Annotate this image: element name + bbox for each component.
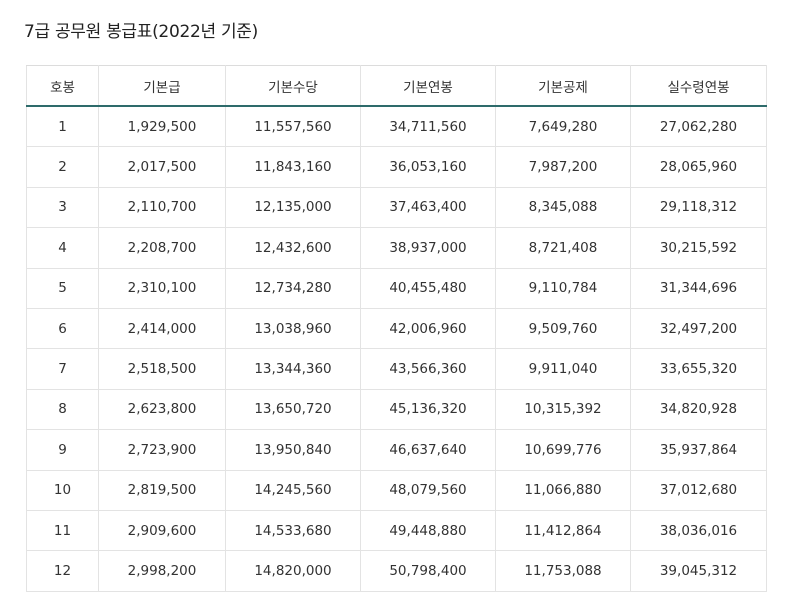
cell-base-pay: 2,310,100 (98, 267, 226, 309)
cell-base-allowance: 12,734,280 (225, 267, 361, 309)
cell-base-deduction: 11,066,880 (495, 469, 631, 511)
cell-step: 1 (26, 105, 99, 148)
cell-net-annual-salary: 28,065,960 (630, 146, 767, 188)
cell-net-annual-salary: 35,937,864 (630, 429, 767, 471)
cell-base-pay: 2,414,000 (98, 307, 226, 350)
cell-step: 6 (26, 307, 99, 350)
table-row: 8 2,623,800 13,650,720 45,136,320 10,315,392… (26, 388, 767, 431)
cell-net-annual-salary: 29,118,312 (630, 186, 767, 229)
table-row: 1 1,929,500 11,557,560 34,711,560 7,649,280 2… (26, 105, 767, 148)
cell-base-annual-salary: 40,455,480 (360, 267, 496, 309)
cell-base-deduction: 8,345,088 (495, 186, 631, 229)
table-row: 11 2,909,600 14,533,680 49,448,880 11,412,86… (26, 509, 767, 552)
cell-base-deduction: 8,721,408 (495, 227, 631, 269)
cell-base-deduction: 11,753,088 (495, 550, 631, 592)
cell-step: 12 (26, 550, 99, 592)
cell-step: 8 (26, 388, 99, 431)
cell-base-annual-salary: 46,637,640 (360, 429, 496, 471)
cell-base-annual-salary: 38,937,000 (360, 227, 496, 269)
cell-base-pay: 1,929,500 (98, 105, 226, 148)
cell-base-deduction: 9,509,760 (495, 307, 631, 350)
cell-base-pay: 2,909,600 (98, 509, 226, 552)
header-base-deduction: 기본공제 (495, 65, 631, 107)
cell-net-annual-salary: 38,036,016 (630, 509, 767, 552)
cell-base-annual-salary: 42,006,960 (360, 307, 496, 350)
cell-base-deduction: 10,699,776 (495, 429, 631, 471)
salary-table: 호봉 기본급 기본수당 기본연봉 기본공제 실수령연봉 1 1,929,500 11… (26, 65, 767, 592)
cell-net-annual-salary: 31,344,696 (630, 267, 767, 309)
cell-net-annual-salary: 34,820,928 (630, 388, 767, 431)
table-row: 12 2,998,200 14,820,000 50,798,400 11,753,08… (26, 550, 767, 592)
cell-base-allowance: 14,533,680 (225, 509, 361, 552)
cell-base-deduction: 9,110,784 (495, 267, 631, 309)
cell-step: 11 (26, 509, 99, 552)
cell-base-allowance: 14,820,000 (225, 550, 361, 592)
cell-base-allowance: 12,135,000 (225, 186, 361, 229)
cell-step: 2 (26, 146, 99, 188)
cell-base-deduction: 9,911,040 (495, 348, 631, 390)
table-row: 3 2,110,700 12,135,000 37,463,400 8,345,088 2… (26, 186, 767, 229)
table-row: 9 2,723,900 13,950,840 46,637,640 10,699,776… (26, 429, 767, 471)
cell-base-allowance: 13,038,960 (225, 307, 361, 350)
cell-net-annual-salary: 37,012,680 (630, 469, 767, 511)
cell-base-pay: 2,208,700 (98, 227, 226, 269)
cell-base-deduction: 11,412,864 (495, 509, 631, 552)
table-row: 7 2,518,500 13,344,360 43,566,360 9,911,040 3… (26, 348, 767, 390)
cell-base-annual-salary: 37,463,400 (360, 186, 496, 229)
cell-net-annual-salary: 30,215,592 (630, 227, 767, 269)
cell-base-pay: 2,623,800 (98, 388, 226, 431)
cell-step: 3 (26, 186, 99, 229)
cell-base-deduction: 7,987,200 (495, 146, 631, 188)
cell-step: 9 (26, 429, 99, 471)
cell-base-pay: 2,998,200 (98, 550, 226, 592)
cell-base-annual-salary: 49,448,880 (360, 509, 496, 552)
cell-base-deduction: 10,315,392 (495, 388, 631, 431)
table-body: 1 1,929,500 11,557,560 34,711,560 7,649,280 2… (26, 105, 767, 592)
header-base-allowance: 기본수당 (225, 65, 361, 107)
cell-base-annual-salary: 50,798,400 (360, 550, 496, 592)
cell-step: 5 (26, 267, 99, 309)
cell-base-pay: 2,723,900 (98, 429, 226, 471)
cell-net-annual-salary: 32,497,200 (630, 307, 767, 350)
cell-net-annual-salary: 39,045,312 (630, 550, 767, 592)
cell-step: 10 (26, 469, 99, 511)
cell-base-annual-salary: 36,053,160 (360, 146, 496, 188)
header-net-annual-salary: 실수령연봉 (630, 65, 767, 107)
cell-base-allowance: 11,843,160 (225, 146, 361, 188)
cell-base-allowance: 13,950,840 (225, 429, 361, 471)
cell-base-allowance: 12,432,600 (225, 227, 361, 269)
table-header-row: 호봉 기본급 기본수당 기본연봉 기본공제 실수령연봉 (26, 65, 767, 107)
cell-base-deduction: 7,649,280 (495, 105, 631, 148)
cell-base-annual-salary: 43,566,360 (360, 348, 496, 390)
cell-base-annual-salary: 34,711,560 (360, 105, 496, 148)
header-base-annual-salary: 기본연봉 (360, 65, 496, 107)
cell-base-pay: 2,110,700 (98, 186, 226, 229)
cell-base-allowance: 11,557,560 (225, 105, 361, 148)
cell-step: 7 (26, 348, 99, 390)
page-title: 7급 공무원 봉급표(2022년 기준) (24, 22, 258, 42)
cell-base-pay: 2,017,500 (98, 146, 226, 188)
table-row: 6 2,414,000 13,038,960 42,006,960 9,509,760 3… (26, 307, 767, 350)
header-base-pay: 기본급 (98, 65, 226, 107)
cell-base-annual-salary: 48,079,560 (360, 469, 496, 511)
table-row: 5 2,310,100 12,734,280 40,455,480 9,110,784 3… (26, 267, 767, 309)
cell-base-allowance: 13,650,720 (225, 388, 361, 431)
cell-base-allowance: 13,344,360 (225, 348, 361, 390)
cell-base-annual-salary: 45,136,320 (360, 388, 496, 431)
cell-base-pay: 2,518,500 (98, 348, 226, 390)
cell-step: 4 (26, 227, 99, 269)
cell-net-annual-salary: 27,062,280 (630, 105, 767, 148)
table-row: 10 2,819,500 14,245,560 48,079,560 11,066,88… (26, 469, 767, 511)
header-step: 호봉 (26, 65, 99, 107)
cell-net-annual-salary: 33,655,320 (630, 348, 767, 390)
table-row: 2 2,017,500 11,843,160 36,053,160 7,987,200 2… (26, 146, 767, 188)
cell-base-allowance: 14,245,560 (225, 469, 361, 511)
cell-base-pay: 2,819,500 (98, 469, 226, 511)
table-row: 4 2,208,700 12,432,600 38,937,000 8,721,408 3… (26, 227, 767, 269)
